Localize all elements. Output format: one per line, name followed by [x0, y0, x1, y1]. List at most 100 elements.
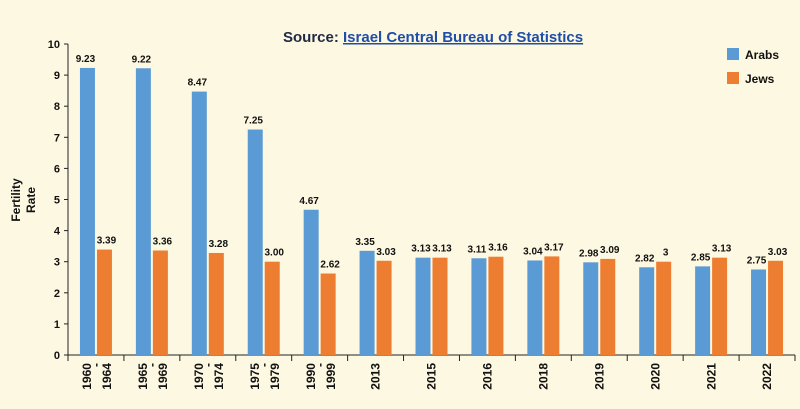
- bar-jews: [152, 250, 168, 355]
- data-label-jews: 3.39: [97, 236, 117, 247]
- bar-arabs: [471, 258, 487, 355]
- bar-arabs: [247, 129, 263, 355]
- x-tick-label: -: [89, 363, 103, 367]
- bars: [79, 67, 784, 356]
- data-label-jews: 3: [663, 248, 669, 259]
- bar-jews: [264, 261, 280, 355]
- y-tick-label: 1: [54, 319, 60, 331]
- y-tick-label: 9: [54, 70, 60, 82]
- data-label-arabs: 3.04: [523, 246, 543, 257]
- data-label-arabs: 2.82: [635, 253, 655, 264]
- bar-arabs: [303, 209, 319, 355]
- bar-arabs: [583, 262, 599, 355]
- data-label-arabs: 3.13: [411, 244, 431, 255]
- y-axis-ticks: 0 1 2 3 4 5 6 7 8 9 10: [48, 39, 68, 362]
- legend: Arabs Jews: [727, 48, 779, 86]
- x-tick-label: 1999: [324, 363, 338, 390]
- y-tick-label: 7: [54, 132, 60, 144]
- y-tick-label: 6: [54, 163, 60, 175]
- data-label-arabs: 8.47: [188, 78, 208, 89]
- data-label-arabs: 9.23: [76, 54, 96, 65]
- data-label-jews: 3.00: [264, 248, 284, 259]
- data-label-jews: 3.16: [488, 243, 508, 254]
- bar-arabs: [751, 269, 767, 355]
- x-tick-label: 1974: [212, 363, 226, 390]
- bar-arabs: [639, 267, 655, 355]
- source-link[interactable]: Israel Central Bureau of Statistics: [343, 29, 583, 46]
- x-tick-label: 2018: [537, 363, 551, 390]
- bar-arabs: [359, 250, 375, 355]
- data-label-jews: 3.17: [544, 242, 564, 253]
- y-axis-title: Fertility Rate: [9, 178, 38, 222]
- x-axis-labels: 1960-1964 1965-1969 1970-1974 1975-1979 1990…: [80, 363, 774, 390]
- data-label-arabs: 9.22: [132, 54, 152, 65]
- bar-jews: [96, 249, 112, 355]
- data-label-arabs: 2.98: [579, 248, 599, 259]
- bar-arabs: [191, 91, 207, 355]
- bar-jews: [320, 273, 336, 355]
- x-tick-label: 2022: [760, 363, 774, 390]
- data-label-jews: 3.28: [209, 239, 229, 250]
- bar-jews: [432, 257, 448, 355]
- x-tick-label: 1965: [136, 363, 150, 390]
- bar-jews: [208, 252, 224, 355]
- x-tick-label: 1990: [304, 363, 318, 390]
- legend-swatch-jews: [727, 72, 739, 84]
- bar-jews: [768, 260, 784, 355]
- x-tick-label: -: [145, 363, 159, 367]
- x-tick-label: 2016: [481, 363, 495, 390]
- x-tick-label: -: [257, 363, 271, 367]
- bar-jews: [712, 257, 728, 355]
- x-tick-label: -: [313, 363, 327, 367]
- bar-arabs: [79, 67, 95, 356]
- y-tick-label: 8: [54, 101, 60, 113]
- data-label-arabs: 3.35: [355, 237, 375, 248]
- y-axis-title-line: Rate: [24, 187, 38, 213]
- y-tick-label: 4: [54, 226, 61, 238]
- data-label-arabs: 2.85: [691, 252, 711, 263]
- x-tick-label: 2019: [592, 363, 606, 390]
- bar-jews: [544, 256, 560, 355]
- legend-swatch-arabs: [727, 48, 739, 60]
- bar-arabs: [415, 257, 431, 355]
- bar-arabs: [527, 260, 543, 355]
- x-tick-label: 2015: [425, 363, 439, 390]
- data-label-jews: 3.13: [712, 244, 732, 255]
- bar-jews: [600, 258, 616, 355]
- data-labels: 9.23 9.22 8.47 7.25 4.67 3.35 3.13 3.11 3.04 2.98…: [76, 54, 788, 271]
- x-tick-label: 2020: [648, 363, 662, 390]
- y-tick-label: 2: [54, 288, 60, 300]
- chart-title-prefix: Source:: [283, 29, 343, 46]
- x-tick-label: 1970: [192, 363, 206, 390]
- data-label-jews: 2.62: [320, 260, 340, 271]
- data-label-jews: 3.36: [153, 237, 173, 248]
- x-tick-label: 1979: [268, 363, 282, 390]
- x-tick-label: 1960: [80, 363, 94, 390]
- data-label-arabs: 3.11: [467, 244, 486, 255]
- y-tick-label: 10: [48, 39, 60, 51]
- data-label-arabs: 7.25: [243, 116, 263, 127]
- data-label-arabs: 2.75: [747, 255, 767, 266]
- legend-label-jews: Jews: [745, 72, 775, 86]
- y-tick-label: 0: [54, 350, 60, 362]
- bar-jews: [656, 261, 672, 355]
- chart-title: Source: Israel Central Bureau of Statist…: [283, 29, 583, 46]
- data-label-jews: 3.03: [768, 247, 788, 258]
- bar-jews: [376, 260, 392, 355]
- bar-arabs: [135, 68, 151, 356]
- x-tick-label: -: [201, 363, 215, 367]
- x-tick-label: 1969: [156, 363, 170, 390]
- x-tick-label: 1964: [100, 363, 114, 390]
- data-label-jews: 3.03: [376, 247, 396, 258]
- y-axis-title-line: Fertility: [9, 178, 23, 222]
- x-tick-label: 1975: [248, 363, 262, 390]
- bar-jews: [488, 256, 504, 355]
- x-tick-label: 2013: [369, 363, 383, 390]
- data-label-jews: 3.13: [432, 244, 452, 255]
- x-tick-label: 2021: [704, 363, 718, 390]
- data-label-arabs: 4.67: [299, 196, 319, 207]
- y-tick-label: 3: [54, 257, 60, 269]
- bar-arabs: [695, 266, 711, 355]
- axes: [67, 44, 796, 361]
- data-label-jews: 3.09: [600, 245, 620, 256]
